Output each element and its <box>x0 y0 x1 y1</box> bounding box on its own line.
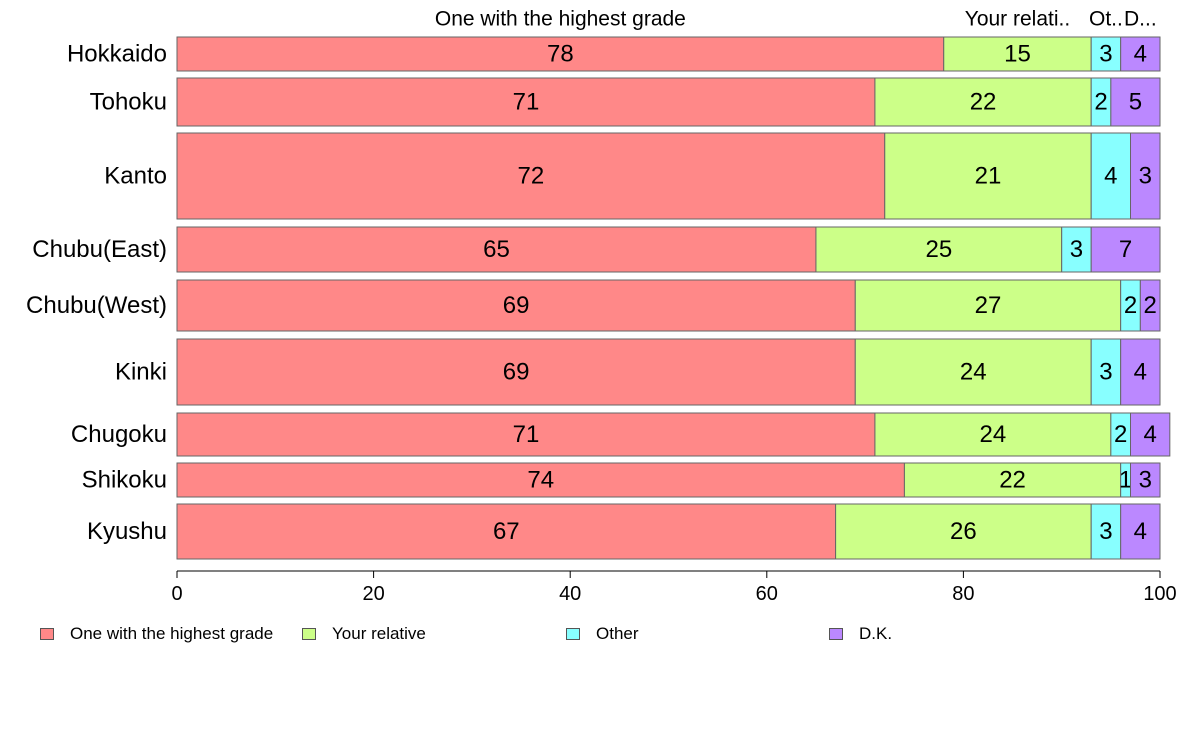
bar-segment <box>884 132 1092 220</box>
bar-segment <box>176 462 905 498</box>
bar-segment <box>176 279 856 332</box>
data-label: 27 <box>975 292 1002 319</box>
bar-segment <box>1090 36 1122 72</box>
bar-segment <box>176 36 945 72</box>
top-series-label: D... <box>1124 8 1157 31</box>
bar-segment <box>176 77 876 127</box>
bar-segment <box>854 279 1122 332</box>
bar-segment <box>176 412 876 457</box>
data-label: 4 <box>1104 163 1117 190</box>
legend-item-dk: D.K. <box>829 624 892 644</box>
bar-segment <box>1120 503 1161 560</box>
data-label: 71 <box>513 421 540 448</box>
data-label: 4 <box>1143 421 1156 448</box>
bar-segment <box>1130 412 1171 457</box>
category-label: Kanto <box>104 163 167 190</box>
category-label: Chugoku <box>71 421 167 448</box>
data-label: 67 <box>493 518 520 545</box>
bar-segment <box>1090 132 1132 220</box>
legend-label-other: Other <box>596 624 639 643</box>
bar-segment <box>1120 36 1161 72</box>
legend: One with the highest grade Your relative… <box>0 624 1188 648</box>
x-tick-label: 20 <box>362 583 384 605</box>
bar-segment <box>903 462 1122 498</box>
bar-segment <box>1110 77 1161 127</box>
bar-segment <box>176 503 837 560</box>
legend-item-your-relative: Your relative <box>302 624 426 644</box>
data-label: 69 <box>503 359 530 386</box>
data-label: 21 <box>975 163 1002 190</box>
data-label: 2 <box>1094 89 1107 116</box>
legend-swatch-your-relative <box>302 628 316 640</box>
legend-item-other: Other <box>566 624 639 644</box>
x-tick-label: 0 <box>171 583 182 605</box>
data-label: 78 <box>547 41 574 68</box>
bar-segment <box>1120 338 1161 406</box>
data-label: 4 <box>1134 359 1147 386</box>
data-label: 3 <box>1139 467 1152 494</box>
bar-segment <box>835 503 1092 560</box>
legend-swatch-highest-grade <box>40 628 54 640</box>
data-label: 25 <box>925 236 952 263</box>
data-label: 7 <box>1119 236 1132 263</box>
category-label: Tohoku <box>90 89 167 116</box>
data-label: 71 <box>513 89 540 116</box>
bar-segment <box>176 226 817 273</box>
legend-label-dk: D.K. <box>859 624 893 643</box>
bar-segment <box>815 226 1063 273</box>
bar-segment <box>1139 279 1161 332</box>
data-label: 24 <box>960 359 987 386</box>
data-label: 15 <box>1004 41 1031 68</box>
data-label: 2 <box>1114 421 1127 448</box>
legend-item-highest-grade: One with the highest grade <box>40 624 273 644</box>
data-label: 3 <box>1099 41 1112 68</box>
category-label: Kinki <box>115 359 167 386</box>
top-series-label: Your relati.. <box>965 8 1070 31</box>
x-tick-label: 100 <box>1143 583 1176 605</box>
data-label: 74 <box>527 467 554 494</box>
bar-segment <box>1090 226 1161 273</box>
data-label: 65 <box>483 236 510 263</box>
data-label: 69 <box>503 292 530 319</box>
legend-label-highest-grade: One with the highest grade <box>70 624 274 643</box>
x-tick-label: 80 <box>952 583 974 605</box>
bar-segment <box>874 77 1092 127</box>
legend-label-your-relative: Your relative <box>332 624 426 643</box>
data-label: 22 <box>970 89 997 116</box>
bar-segment <box>176 338 856 406</box>
bar-segment <box>854 338 1092 406</box>
bar-segment <box>874 412 1112 457</box>
category-label: Chubu(West) <box>26 292 167 319</box>
bar-segment <box>1130 462 1161 498</box>
legend-swatch-other <box>566 628 580 640</box>
bar-segment <box>1130 132 1161 220</box>
data-label: 2 <box>1124 292 1137 319</box>
category-label: Hokkaido <box>67 41 167 68</box>
data-label: 22 <box>999 467 1026 494</box>
bar-segment <box>176 132 886 220</box>
category-label: Shikoku <box>82 467 167 494</box>
data-label: 3 <box>1099 359 1112 386</box>
bar-segment <box>1090 338 1122 406</box>
data-label: 3 <box>1139 163 1152 190</box>
data-label: 1 <box>1119 467 1132 494</box>
legend-swatch-dk <box>829 628 843 640</box>
category-label: Chubu(East) <box>32 236 167 263</box>
data-label: 72 <box>518 163 545 190</box>
category-label: Kyushu <box>87 518 167 545</box>
data-label: 2 <box>1143 292 1156 319</box>
data-label: 4 <box>1134 41 1147 68</box>
x-tick-label: 40 <box>559 583 581 605</box>
data-label: 4 <box>1134 518 1147 545</box>
data-label: 24 <box>980 421 1007 448</box>
top-series-label: One with the highest grade <box>435 8 686 31</box>
top-series-label: Ot.. <box>1089 8 1123 31</box>
data-label: 3 <box>1070 236 1083 263</box>
x-tick-label: 60 <box>756 583 778 605</box>
data-label: 3 <box>1099 518 1112 545</box>
data-label: 5 <box>1129 89 1142 116</box>
data-label: 26 <box>950 518 977 545</box>
